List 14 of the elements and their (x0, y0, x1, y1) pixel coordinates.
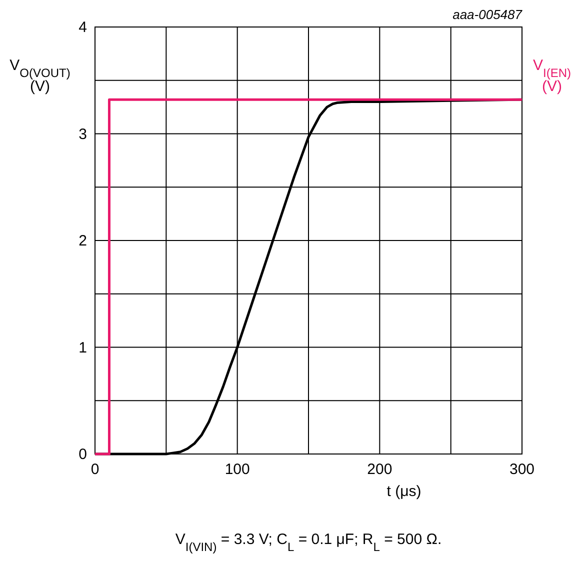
y-tick-label: 3 (78, 126, 87, 143)
text: aaa-005487 (452, 7, 523, 22)
y-tick-label: 2 (78, 232, 87, 250)
x-tick-label: 0 (90, 461, 100, 478)
y-tick-label: 0 (78, 446, 87, 463)
x-tick-label: 200 (367, 461, 392, 478)
x-axis-title: t (μs) (386, 483, 422, 500)
y2-axis-title: V$_{I(EN)}$ (V) (532, 57, 572, 95)
x-tick-label: 100 (224, 461, 250, 478)
y-tick-label: 1 (78, 339, 87, 356)
y-tick-label: 4 (78, 19, 87, 36)
y-axis-title: V$_{O(VOUT)}$ (V) (10, 57, 70, 95)
text: V$_{I(VIN)}$ = 3.3 V; C$_{L}$ = 0.1 μF; R$_{L}$ = 500 Ω. (175, 531, 442, 554)
x-tick-label: 300 (509, 461, 535, 478)
